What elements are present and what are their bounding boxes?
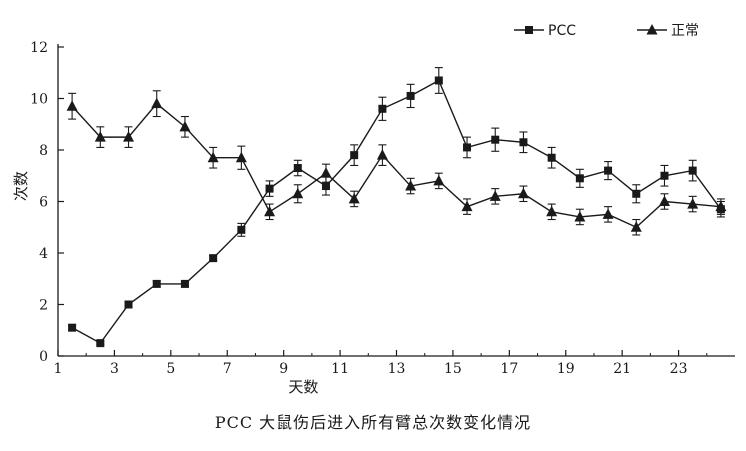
data-point	[68, 323, 77, 332]
x-tick-label: 5	[166, 361, 175, 377]
data-point	[519, 138, 528, 147]
data-point	[547, 153, 556, 162]
x-tick-label: 21	[613, 361, 631, 377]
x-tick-label: 1	[54, 361, 63, 377]
data-point	[293, 164, 302, 173]
data-point	[630, 221, 642, 232]
data-point	[489, 190, 501, 201]
data-point	[546, 205, 558, 217]
data-point	[602, 208, 614, 219]
x-tick-label: 19	[557, 361, 575, 377]
data-point	[434, 76, 443, 85]
data-point	[94, 131, 106, 142]
data-point	[180, 279, 189, 288]
data-point	[660, 171, 669, 180]
x-tick-label: 7	[223, 361, 232, 377]
data-point	[237, 225, 246, 234]
data-point	[152, 279, 161, 288]
data-point	[463, 143, 472, 152]
data-point	[209, 254, 218, 263]
x-tick-label: 9	[279, 361, 288, 377]
data-point	[517, 187, 529, 199]
legend-label: 正常	[671, 23, 699, 39]
y-tick-label: 6	[39, 195, 48, 211]
figure-caption: PCC 大鼠伤后进入所有臂总次数变化情况	[214, 413, 532, 432]
data-point	[207, 151, 219, 163]
series-layer	[66, 67, 727, 348]
x-tick-label: 15	[444, 361, 462, 377]
data-point	[350, 151, 359, 160]
legend: PCC 正常	[514, 23, 699, 39]
data-point	[265, 184, 274, 193]
x-tick-label: 17	[500, 361, 518, 377]
data-point	[292, 187, 304, 199]
data-point	[406, 91, 415, 100]
series-line	[71, 79, 722, 345]
data-point	[348, 192, 360, 204]
data-point	[491, 135, 500, 144]
data-point	[320, 167, 332, 178]
x-tick-label: 3	[110, 361, 119, 377]
x-axis-label: 天数	[288, 378, 318, 396]
x-tick-label: 13	[388, 361, 406, 377]
data-point	[96, 339, 105, 348]
data-point	[405, 180, 417, 191]
data-point	[687, 198, 699, 209]
data-point	[575, 174, 584, 183]
data-point	[151, 97, 163, 109]
data-point	[461, 200, 473, 212]
data-point	[604, 166, 613, 175]
data-point	[179, 120, 191, 132]
data-point	[658, 195, 670, 206]
data-point	[124, 300, 133, 309]
data-point	[376, 149, 388, 160]
y-tick-label: 4	[39, 246, 48, 262]
y-axis-label: 次数	[12, 171, 30, 201]
x-tick-label: 23	[670, 361, 688, 377]
data-point	[715, 200, 727, 212]
legend-marker	[525, 26, 533, 34]
legend-marker	[646, 24, 658, 35]
series-line	[71, 102, 721, 229]
data-point	[632, 189, 641, 198]
y-tick-label: 10	[30, 92, 48, 108]
data-point	[321, 182, 330, 191]
data-point	[433, 174, 445, 186]
x-tick-label: 11	[331, 361, 349, 377]
data-point	[688, 166, 697, 175]
data-point	[378, 104, 387, 113]
data-point	[123, 131, 135, 142]
series-pcc	[68, 67, 725, 348]
data-point	[235, 151, 247, 163]
y-tick-label: 12	[30, 40, 48, 56]
data-point	[574, 210, 586, 222]
y-tick-label: 8	[39, 143, 48, 159]
data-point	[66, 100, 78, 111]
legend-item: PCC	[514, 23, 576, 39]
y-tick-label: 0	[39, 349, 48, 365]
legend-item: 正常	[637, 23, 699, 39]
series-normal	[66, 90, 727, 236]
y-tick-label: 2	[39, 298, 48, 314]
data-point	[264, 205, 276, 217]
legend-label: PCC	[548, 23, 576, 39]
